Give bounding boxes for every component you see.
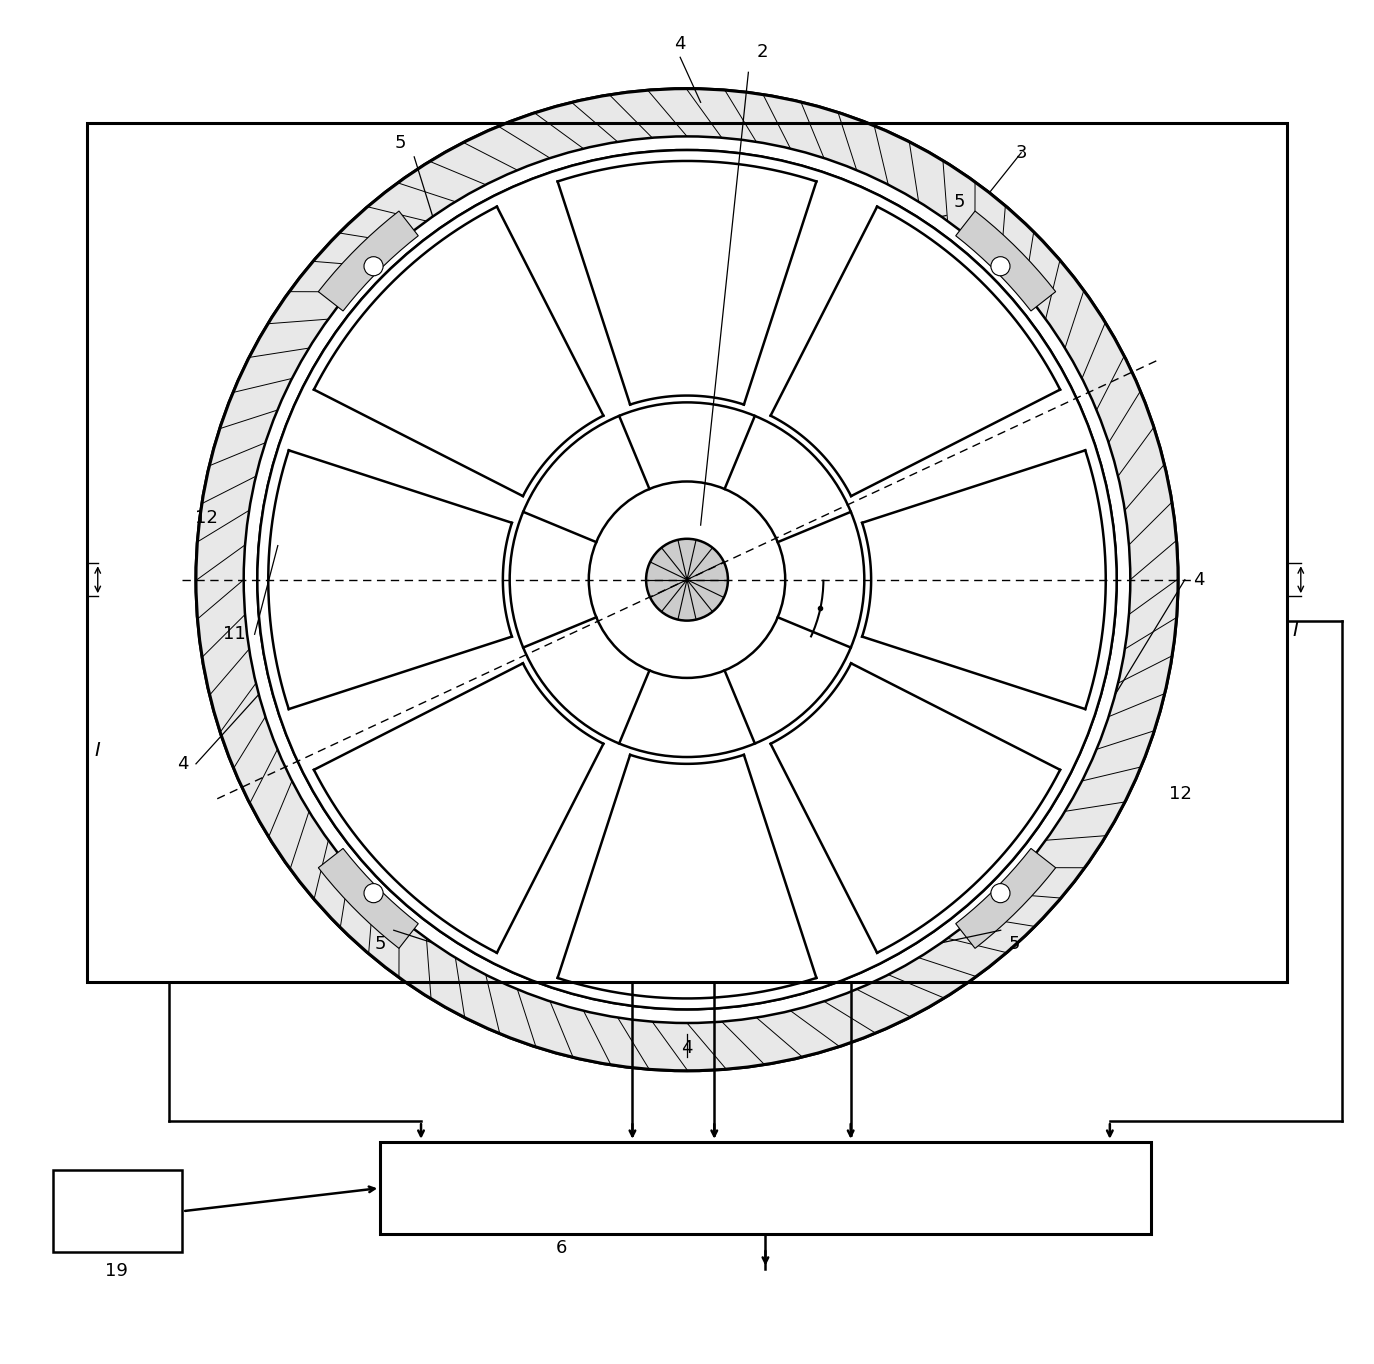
Circle shape <box>510 402 864 757</box>
Text: CONTROL AND DETECTION UNIT: CONTROL AND DETECTION UNIT <box>629 1181 901 1195</box>
Polygon shape <box>956 211 1055 311</box>
Polygon shape <box>771 206 1061 496</box>
Bar <box>87 123 1287 982</box>
Circle shape <box>196 89 1178 1071</box>
Text: 19: 19 <box>106 1262 128 1281</box>
Circle shape <box>589 481 785 678</box>
Circle shape <box>991 256 1010 276</box>
Text: 5: 5 <box>954 192 966 211</box>
Polygon shape <box>319 848 418 948</box>
Circle shape <box>991 884 1010 903</box>
Text: 4: 4 <box>675 34 686 53</box>
Text: 5: 5 <box>374 934 386 953</box>
Polygon shape <box>268 450 513 709</box>
Text: I: I <box>95 741 100 760</box>
Polygon shape <box>313 663 603 953</box>
Circle shape <box>257 150 1117 1009</box>
Polygon shape <box>771 663 1061 953</box>
Text: 2: 2 <box>756 42 768 61</box>
Text: 12: 12 <box>1169 784 1193 803</box>
Polygon shape <box>313 206 603 496</box>
Polygon shape <box>558 754 816 998</box>
Circle shape <box>364 884 383 903</box>
Circle shape <box>257 150 1117 1009</box>
Bar <box>52 1170 183 1252</box>
Polygon shape <box>956 848 1055 948</box>
Text: 4: 4 <box>682 1038 692 1057</box>
Text: I: I <box>1293 621 1298 640</box>
Circle shape <box>646 539 728 621</box>
Text: 12: 12 <box>195 509 218 528</box>
Bar <box>381 1142 1151 1234</box>
Text: 4: 4 <box>177 754 188 773</box>
Text: 5: 5 <box>1009 934 1020 953</box>
Text: 5: 5 <box>394 134 407 153</box>
Polygon shape <box>861 450 1106 709</box>
Text: 11: 11 <box>223 625 246 644</box>
Circle shape <box>364 256 383 276</box>
Wedge shape <box>196 89 1178 1071</box>
Polygon shape <box>558 161 816 405</box>
Polygon shape <box>319 211 418 311</box>
Text: 6: 6 <box>556 1239 567 1258</box>
Text: 4: 4 <box>1193 570 1204 589</box>
Text: θ: θ <box>903 697 914 716</box>
Text: 3: 3 <box>1015 143 1026 162</box>
